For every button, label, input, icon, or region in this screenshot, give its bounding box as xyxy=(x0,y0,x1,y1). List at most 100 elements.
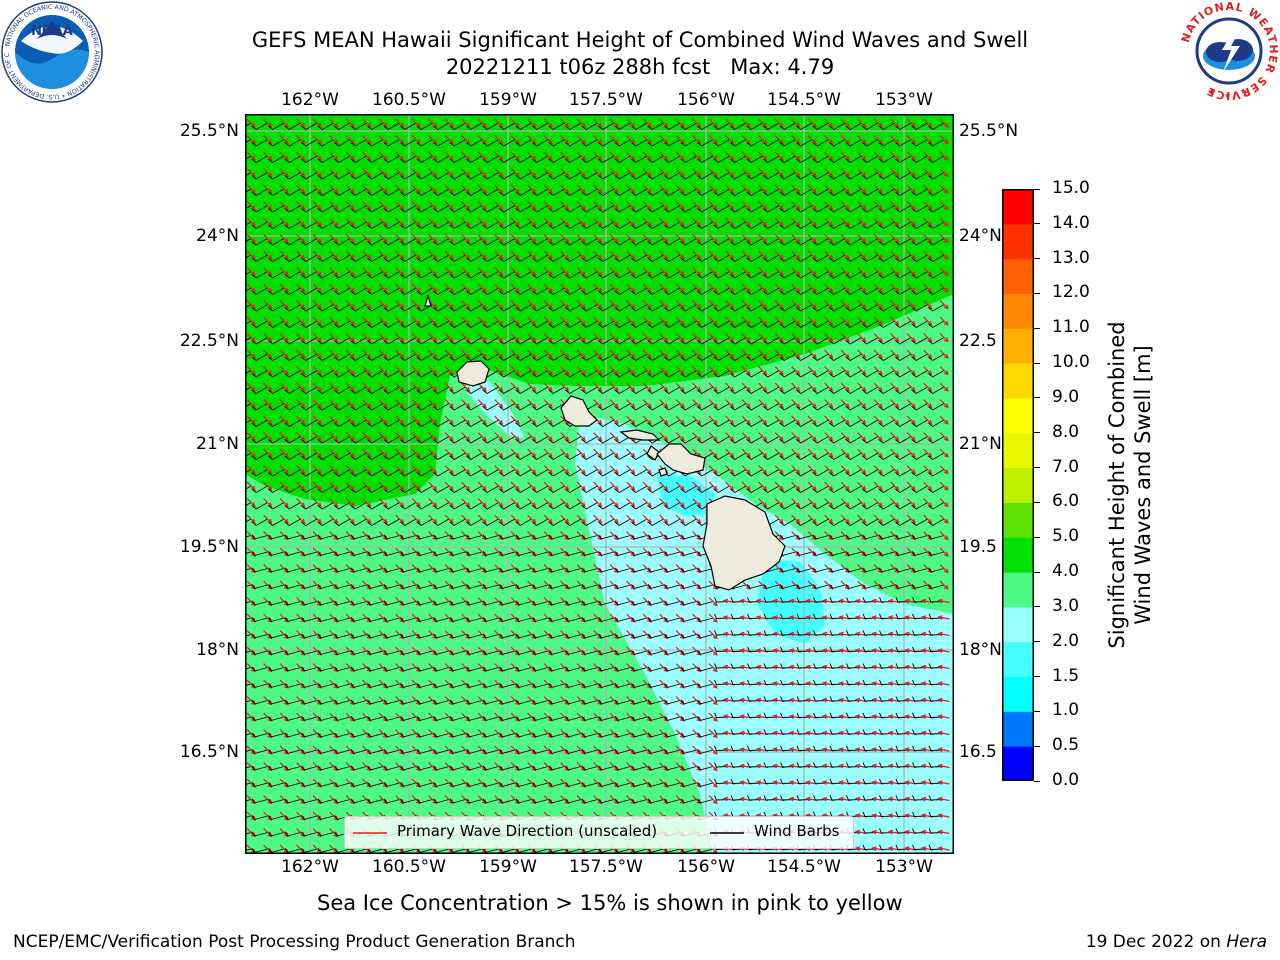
wind-barb xyxy=(846,320,862,329)
wind-barb xyxy=(301,633,318,639)
wind-barb xyxy=(483,221,499,230)
wind-barb xyxy=(730,238,747,246)
wave-direction-arrow xyxy=(560,382,570,392)
wind-barb xyxy=(268,452,285,461)
wind-barb xyxy=(285,469,301,477)
wave-direction-arrow xyxy=(477,547,487,557)
wave-direction-arrow xyxy=(428,465,438,475)
wave-direction-arrow xyxy=(708,217,718,227)
wave-direction-arrow xyxy=(675,415,685,425)
wave-direction-arrow xyxy=(725,448,735,458)
wind-barb xyxy=(615,386,631,395)
wind-barb xyxy=(532,584,549,589)
wave-direction-arrow xyxy=(626,250,636,260)
wave-direction-arrow xyxy=(659,564,669,574)
wind-barb xyxy=(367,139,384,147)
wind-barb xyxy=(796,287,813,296)
wind-barb xyxy=(763,485,780,494)
wind-barb xyxy=(285,221,301,230)
wind-barb xyxy=(318,419,334,428)
wind-barb xyxy=(516,353,532,362)
wind-barb xyxy=(796,386,813,395)
wave-direction-arrow xyxy=(329,663,339,673)
wind-barb xyxy=(928,172,945,180)
wind-barb xyxy=(780,386,796,395)
wave-direction-arrow xyxy=(510,300,520,310)
wave-direction-arrow xyxy=(840,333,850,343)
wave-direction-arrow xyxy=(576,547,586,557)
wind-barb xyxy=(845,567,862,573)
wind-barb xyxy=(879,320,895,329)
wave-direction-arrow xyxy=(312,547,322,557)
wave-direction-arrow xyxy=(428,613,438,623)
wind-barb xyxy=(681,386,697,395)
wind-barb xyxy=(912,188,928,197)
wave-direction-arrow xyxy=(411,118,421,128)
wave-direction-arrow xyxy=(937,598,950,604)
wave-direction-arrow xyxy=(378,201,388,211)
wave-direction-arrow xyxy=(873,151,883,161)
wave-direction-arrow xyxy=(428,349,438,359)
wave-direction-arrow xyxy=(906,349,916,359)
wind-barb xyxy=(879,172,895,180)
wave-direction-arrow xyxy=(477,168,487,178)
wave-direction-arrow xyxy=(626,234,636,244)
wind-barb xyxy=(681,254,697,263)
wind-barb xyxy=(664,551,681,556)
wind-barb xyxy=(252,238,268,246)
wave-direction-arrow xyxy=(527,349,537,359)
wave-direction-arrow xyxy=(428,415,438,425)
wave-direction-arrow xyxy=(345,465,355,475)
wave-direction-arrow xyxy=(708,481,718,491)
wave-direction-arrow xyxy=(758,118,768,128)
wave-direction-arrow xyxy=(807,481,817,491)
wave-direction-arrow xyxy=(395,283,405,293)
wave-direction-arrow xyxy=(527,316,537,326)
wave-direction-arrow xyxy=(246,118,256,128)
graticule xyxy=(245,114,954,854)
wave-direction-arrow xyxy=(444,184,454,194)
wave-direction-arrow xyxy=(461,118,471,128)
wind-barb xyxy=(350,567,367,573)
wave-direction-arrow xyxy=(774,184,784,194)
wind-barb xyxy=(681,188,697,197)
wave-direction-arrow xyxy=(593,564,603,574)
wind-barb xyxy=(879,485,895,494)
wind-barb xyxy=(417,205,433,213)
wave-direction-arrow xyxy=(774,118,784,128)
wind-barb xyxy=(268,666,285,672)
wave-direction-arrow xyxy=(675,250,685,260)
wave-direction-arrow xyxy=(345,646,355,656)
wind-barb xyxy=(499,567,516,573)
footer-machine: Hera xyxy=(1226,932,1267,952)
wave-direction-arrow xyxy=(824,564,834,574)
wave-direction-arrow xyxy=(609,135,619,145)
wind-barb xyxy=(285,122,301,131)
wind-barb xyxy=(747,172,763,180)
wave-direction-arrow xyxy=(593,184,603,194)
wind-barb xyxy=(582,518,598,527)
wind-barb xyxy=(252,452,268,461)
wave-direction-arrow xyxy=(477,448,487,458)
wave-direction-arrow xyxy=(345,382,355,392)
wind-barb xyxy=(631,188,648,197)
wind-barb xyxy=(829,584,846,589)
colorbar-segment xyxy=(1002,293,1034,329)
wave-direction-arrow xyxy=(576,465,586,475)
wave-direction-arrow xyxy=(246,481,256,491)
wave-direction-arrow xyxy=(296,151,306,161)
wind-barb xyxy=(928,436,945,444)
wave-direction-arrow xyxy=(906,498,916,508)
wave-direction-arrow xyxy=(593,382,603,392)
wind-barb xyxy=(681,403,697,411)
wind-barb xyxy=(400,238,417,246)
wave-direction-arrow xyxy=(543,333,553,343)
wave-direction-arrow xyxy=(477,415,487,425)
wind-barb xyxy=(400,485,417,494)
wind-barb xyxy=(449,633,466,639)
wave-direction-arrow xyxy=(362,580,372,590)
wave-direction-arrow xyxy=(395,234,405,244)
wind-barb xyxy=(268,287,285,296)
wind-barb xyxy=(400,205,417,213)
wave-direction-arrow xyxy=(312,349,322,359)
